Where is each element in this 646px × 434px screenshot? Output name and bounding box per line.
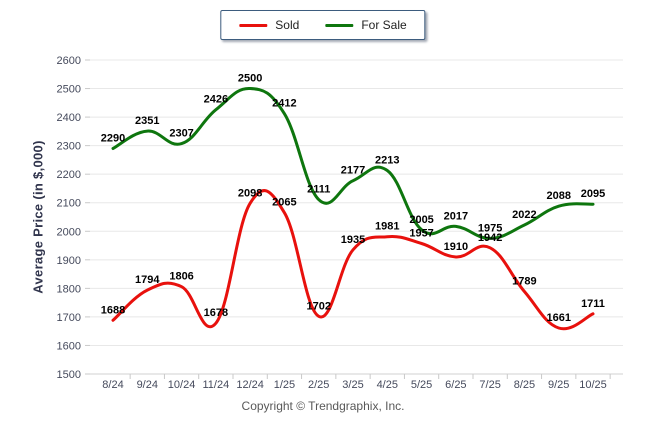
x-tick-label: 7/25 — [479, 379, 500, 391]
x-tick-label: 8/24 — [102, 379, 123, 391]
x-tick-label: 4/25 — [377, 379, 398, 391]
x-tick-label: 10/24 — [168, 379, 196, 391]
data-label-sold: 1957 — [409, 228, 433, 240]
x-tick-label: 11/24 — [202, 379, 229, 391]
data-label-sold: 1789 — [512, 276, 536, 288]
y-tick-label: 2300 — [57, 141, 81, 153]
series-line-for-sale — [111, 86, 595, 240]
data-label-for-sale: 2017 — [444, 210, 468, 222]
y-tick-label: 1900 — [57, 255, 81, 267]
y-tick-label: 2600 — [57, 55, 81, 67]
data-label-sold: 1661 — [546, 312, 570, 324]
data-label-for-sale: 2426 — [204, 94, 228, 106]
legend-item-sold: Sold — [239, 18, 299, 32]
y-tick-label: 2400 — [57, 112, 81, 124]
y-tick-label: 1500 — [57, 369, 81, 381]
data-label-for-sale: 2412 — [272, 98, 296, 110]
x-tick-label: 1/25 — [274, 379, 295, 391]
x-tick-label: 9/24 — [137, 379, 158, 391]
data-label-sold: 1702 — [306, 300, 330, 312]
data-label-for-sale: 2022 — [512, 209, 536, 221]
data-label-for-sale: 2111 — [307, 184, 330, 196]
series-line-sold — [111, 189, 595, 331]
data-label-for-sale: 2005 — [409, 214, 433, 226]
data-label-for-sale: 2213 — [375, 154, 399, 166]
x-tick-label: 2/25 — [308, 379, 329, 391]
data-label-sold: 1678 — [204, 307, 228, 319]
data-label-sold: 2098 — [238, 187, 262, 199]
legend-item-for-sale: For Sale — [325, 18, 407, 32]
legend-swatch-sold — [239, 23, 268, 27]
data-label-sold: 1981 — [375, 221, 399, 233]
data-label-sold: 1910 — [444, 241, 468, 253]
x-tick-label: 12/24 — [236, 379, 264, 391]
y-tick-label: 1600 — [57, 340, 81, 352]
data-label-sold: 1711 — [581, 298, 605, 310]
x-tick-label: 6/25 — [445, 379, 466, 391]
data-label-sold: 1806 — [169, 271, 193, 283]
legend-label: Sold — [275, 18, 300, 32]
legend-label: For Sale — [361, 18, 407, 32]
data-label-sold: 1688 — [101, 304, 125, 316]
x-tick-label: 9/25 — [548, 379, 569, 391]
data-label-for-sale: 2290 — [101, 132, 125, 144]
y-tick-label: 1700 — [57, 312, 81, 324]
legend: Sold For Sale — [220, 10, 426, 40]
x-tick-label: 3/25 — [342, 379, 363, 391]
data-label-for-sale: 2500 — [238, 73, 262, 85]
y-tick-label: 2100 — [57, 198, 81, 210]
y-tick-label: 1800 — [57, 283, 81, 295]
data-label-for-sale: 2088 — [546, 190, 570, 202]
x-tick-label: 5/25 — [411, 379, 432, 391]
x-tick-label: 8/25 — [514, 379, 535, 391]
copyright-text: Copyright © Trendgraphix, Inc. — [241, 399, 405, 413]
data-label-sold: 2065 — [272, 197, 296, 209]
y-tick-label: 2200 — [57, 169, 81, 181]
data-label-for-sale: 2307 — [169, 128, 193, 140]
data-label-for-sale: 2095 — [581, 188, 605, 200]
data-label-for-sale: 1975 — [478, 222, 502, 234]
data-label-for-sale: 2177 — [341, 165, 365, 177]
y-tick-label: 2000 — [57, 226, 81, 238]
legend-swatch-for-sale — [325, 23, 354, 27]
data-label-for-sale: 2351 — [135, 115, 159, 127]
data-label-sold: 1935 — [341, 234, 365, 246]
y-tick-label: 2500 — [57, 84, 81, 96]
data-label-sold: 1794 — [135, 274, 160, 286]
data-label-sold: 1942 — [478, 232, 502, 244]
x-tick-label: 10/25 — [579, 379, 607, 391]
